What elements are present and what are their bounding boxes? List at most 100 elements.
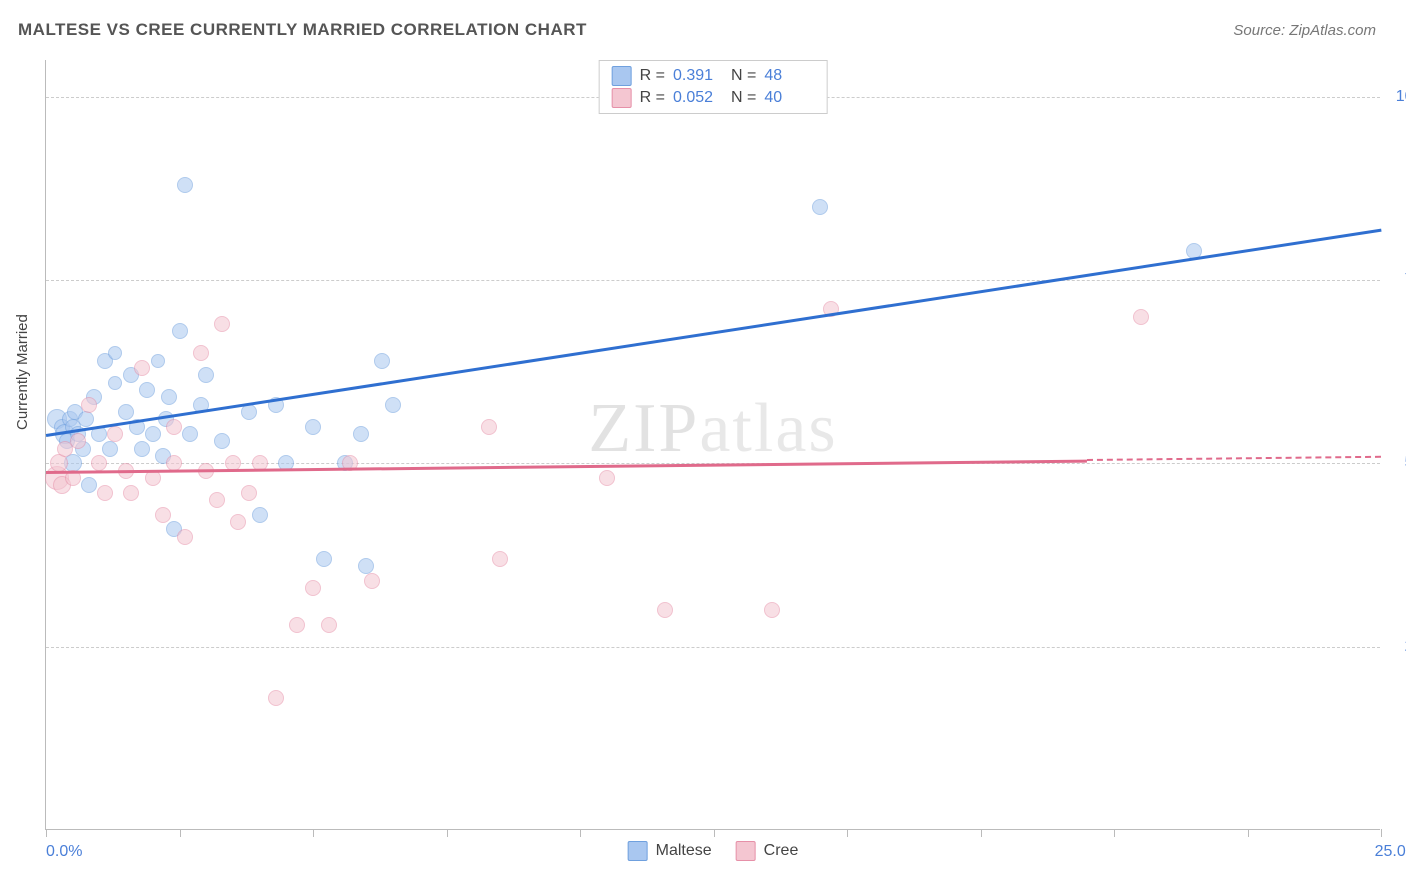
data-point bbox=[214, 316, 230, 332]
scatter-plot: ZIPatlas R = 0.391 N = 48 R = 0.052 N = … bbox=[45, 60, 1380, 830]
data-point bbox=[214, 433, 230, 449]
data-point bbox=[193, 345, 209, 361]
data-point bbox=[123, 485, 139, 501]
data-point bbox=[353, 426, 369, 442]
data-point bbox=[252, 507, 268, 523]
legend-r-label: R = bbox=[640, 89, 665, 107]
x-tick bbox=[714, 829, 715, 837]
data-point bbox=[155, 507, 171, 523]
data-point bbox=[657, 602, 673, 618]
data-point bbox=[764, 602, 780, 618]
data-point bbox=[182, 426, 198, 442]
data-point bbox=[107, 426, 123, 442]
x-tick bbox=[981, 829, 982, 837]
data-point bbox=[166, 419, 182, 435]
legend-swatch-cree bbox=[612, 88, 632, 108]
data-point bbox=[145, 470, 161, 486]
data-point bbox=[230, 514, 246, 530]
legend-series: Maltese Cree bbox=[628, 841, 799, 861]
data-point bbox=[97, 485, 113, 501]
trend-line bbox=[46, 229, 1381, 437]
data-point bbox=[492, 551, 508, 567]
data-point bbox=[177, 529, 193, 545]
legend-n-label: N = bbox=[731, 89, 756, 107]
legend-swatch-maltese bbox=[612, 66, 632, 86]
data-point bbox=[358, 558, 374, 574]
data-point bbox=[70, 433, 86, 449]
data-point bbox=[81, 477, 97, 493]
data-point bbox=[241, 485, 257, 501]
data-point bbox=[198, 367, 214, 383]
data-point bbox=[91, 455, 107, 471]
data-point bbox=[481, 419, 497, 435]
x-tick bbox=[1248, 829, 1249, 837]
data-point bbox=[289, 617, 305, 633]
legend-n-label: N = bbox=[731, 67, 756, 85]
data-point bbox=[374, 353, 390, 369]
data-point bbox=[161, 389, 177, 405]
chart-title: MALTESE VS CREE CURRENTLY MARRIED CORREL… bbox=[18, 20, 587, 40]
source-prefix: Source: bbox=[1233, 22, 1289, 39]
legend-swatch-maltese bbox=[628, 841, 648, 861]
data-point bbox=[102, 441, 118, 457]
data-point bbox=[1133, 309, 1149, 325]
data-point bbox=[385, 397, 401, 413]
legend-stats-row: R = 0.391 N = 48 bbox=[612, 65, 815, 87]
trend-line-dashed bbox=[1087, 456, 1381, 461]
legend-stats-row: R = 0.052 N = 40 bbox=[612, 87, 815, 109]
x-tick bbox=[180, 829, 181, 837]
x-tick bbox=[1114, 829, 1115, 837]
data-point bbox=[305, 419, 321, 435]
x-tick bbox=[46, 829, 47, 837]
legend-r-value-maltese: 0.391 bbox=[673, 67, 723, 85]
data-point bbox=[50, 454, 68, 472]
data-point bbox=[177, 177, 193, 193]
data-point bbox=[316, 551, 332, 567]
x-tick bbox=[447, 829, 448, 837]
legend-label-cree: Cree bbox=[764, 842, 799, 860]
data-point bbox=[241, 404, 257, 420]
data-point bbox=[145, 426, 161, 442]
x-tick bbox=[847, 829, 848, 837]
data-point bbox=[364, 573, 380, 589]
x-tick bbox=[580, 829, 581, 837]
gridline bbox=[46, 647, 1380, 648]
data-point bbox=[108, 376, 122, 390]
data-point bbox=[209, 492, 225, 508]
legend-stats: R = 0.391 N = 48 R = 0.052 N = 40 bbox=[599, 60, 828, 114]
data-point bbox=[139, 382, 155, 398]
legend-item-maltese: Maltese bbox=[628, 841, 712, 861]
data-point bbox=[599, 470, 615, 486]
legend-swatch-cree bbox=[736, 841, 756, 861]
watermark: ZIPatlas bbox=[588, 389, 837, 469]
legend-n-value-maltese: 48 bbox=[764, 67, 814, 85]
x-tick-label-left: 0.0% bbox=[46, 843, 82, 861]
data-point bbox=[78, 411, 94, 427]
legend-r-value-cree: 0.052 bbox=[673, 89, 723, 107]
x-tick bbox=[1381, 829, 1382, 837]
data-point bbox=[172, 323, 188, 339]
watermark-part1: ZIP bbox=[588, 390, 699, 467]
data-point bbox=[151, 354, 165, 368]
data-point bbox=[81, 397, 97, 413]
data-point bbox=[812, 199, 828, 215]
x-tick-label-right: 25.0% bbox=[1375, 843, 1406, 861]
gridline bbox=[46, 280, 1380, 281]
watermark-part2: atlas bbox=[699, 390, 837, 467]
data-point bbox=[108, 346, 122, 360]
data-point bbox=[118, 404, 134, 420]
data-point bbox=[134, 360, 150, 376]
legend-item-cree: Cree bbox=[736, 841, 799, 861]
data-point bbox=[268, 690, 284, 706]
source-label: Source: ZipAtlas.com bbox=[1233, 22, 1376, 39]
y-tick-label: 100.0% bbox=[1396, 88, 1406, 106]
legend-label-maltese: Maltese bbox=[656, 842, 712, 860]
source-value: ZipAtlas.com bbox=[1289, 22, 1376, 39]
x-tick bbox=[313, 829, 314, 837]
data-point bbox=[305, 580, 321, 596]
data-point bbox=[321, 617, 337, 633]
y-axis-label: Currently Married bbox=[14, 314, 31, 430]
legend-r-label: R = bbox=[640, 67, 665, 85]
data-point bbox=[134, 441, 150, 457]
legend-n-value-cree: 40 bbox=[764, 89, 814, 107]
